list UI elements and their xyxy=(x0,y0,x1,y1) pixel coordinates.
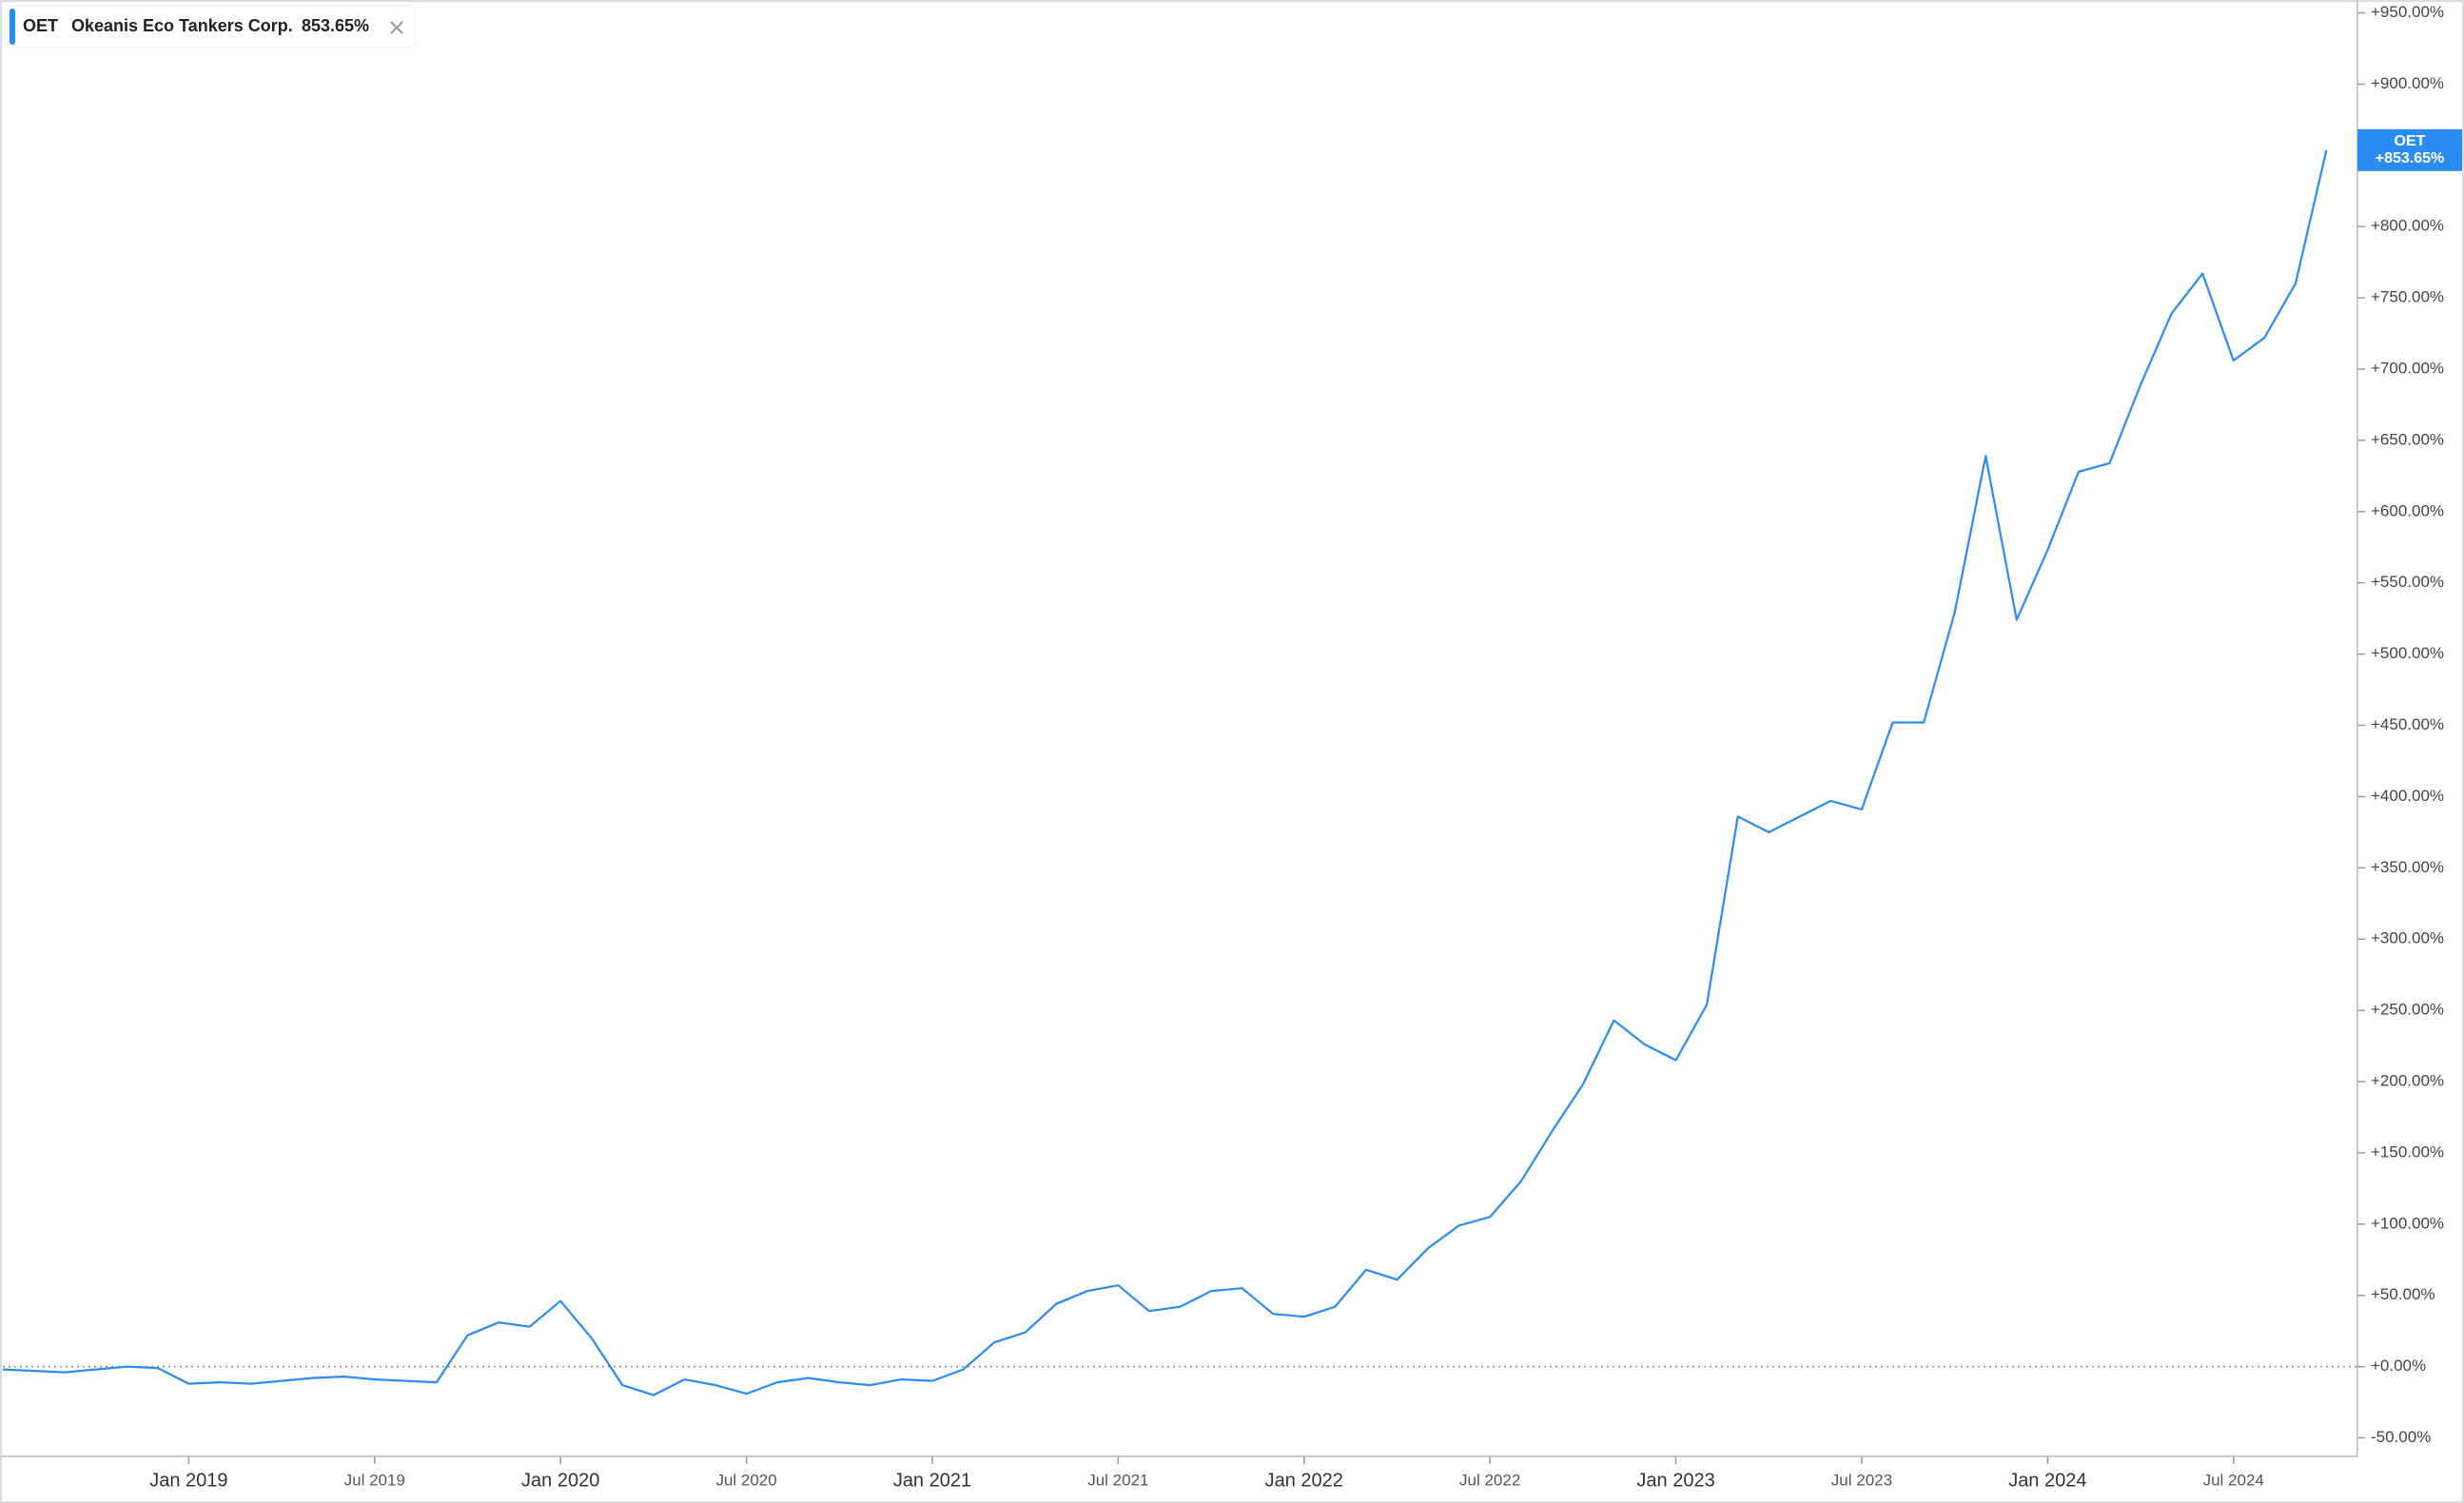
x-tick-label: Jul 2021 xyxy=(1087,1471,1148,1489)
y-tick-label: +150.00% xyxy=(2371,1142,2444,1161)
legend-box xyxy=(7,5,416,49)
y-tick-label: +300.00% xyxy=(2371,929,2444,947)
y-tick-label: +100.00% xyxy=(2371,1214,2444,1232)
y-tick-label: +900.00% xyxy=(2371,74,2444,92)
x-tick-label: Jul 2020 xyxy=(715,1471,776,1489)
y-tick-label: +700.00% xyxy=(2371,359,2444,377)
y-tick-label: +450.00% xyxy=(2371,715,2444,733)
y-tick-label: +200.00% xyxy=(2371,1071,2444,1089)
legend: OET Okeanis Eco Tankers Corp. 853.65% xyxy=(7,5,416,49)
series-line xyxy=(2,149,2328,1396)
y-tick-label: -50.00% xyxy=(2371,1428,2431,1446)
y-tick-label: +0.00% xyxy=(2371,1357,2426,1375)
y-tick-label: +750.00% xyxy=(2371,288,2444,306)
y-tick-label: +250.00% xyxy=(2371,1001,2444,1019)
y-tick-label: +50.00% xyxy=(2371,1285,2435,1303)
badge-symbol: OET xyxy=(2395,133,2426,149)
x-tick-label: Jul 2022 xyxy=(1459,1471,1520,1489)
badge-value: +853.65% xyxy=(2376,150,2445,166)
price-badge xyxy=(2357,128,2462,171)
y-tick-label: +500.00% xyxy=(2371,644,2444,662)
y-tick-label: +600.00% xyxy=(2371,501,2444,519)
legend-swatch xyxy=(10,9,15,45)
y-tick-label: +400.00% xyxy=(2371,787,2444,805)
y-tick-label: +350.00% xyxy=(2371,858,2444,876)
x-tick-label: Jan 2022 xyxy=(1265,1470,1343,1491)
x-tick-label: Jul 2023 xyxy=(1831,1471,1892,1489)
x-tick-label: Jan 2023 xyxy=(1636,1470,1714,1491)
x-tick-label: Jan 2024 xyxy=(2008,1470,2086,1491)
y-tick-label: +550.00% xyxy=(2371,573,2444,591)
legend-value: 853.65% xyxy=(302,16,369,35)
y-tick-label: +950.00% xyxy=(2371,3,2444,21)
x-tick-label: Jan 2020 xyxy=(521,1470,599,1491)
y-tick-label: +650.00% xyxy=(2371,430,2444,448)
x-tick-label: Jan 2019 xyxy=(149,1470,227,1491)
x-tick-label: Jul 2024 xyxy=(2203,1471,2264,1489)
legend-symbol: OET xyxy=(23,16,58,35)
x-tick-label: Jul 2019 xyxy=(344,1471,405,1489)
legend-name: Okeanis Eco Tankers Corp. xyxy=(71,16,293,35)
y-tick-label: +800.00% xyxy=(2371,217,2444,235)
legend-close[interactable] xyxy=(390,21,403,34)
x-tick-label: Jan 2021 xyxy=(893,1470,971,1491)
